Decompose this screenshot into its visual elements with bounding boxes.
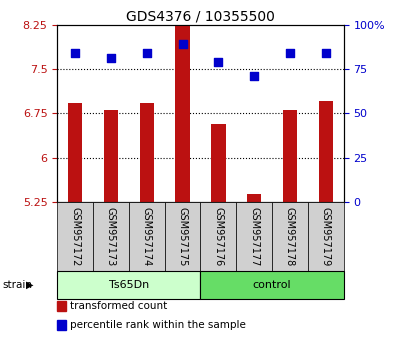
Bar xyxy=(283,110,297,202)
Point xyxy=(251,73,257,79)
Text: GSM957177: GSM957177 xyxy=(249,207,259,267)
Text: percentile rank within the sample: percentile rank within the sample xyxy=(70,320,246,330)
Bar xyxy=(165,202,201,271)
Text: GSM957179: GSM957179 xyxy=(321,207,331,267)
Bar xyxy=(211,124,226,202)
Bar xyxy=(68,103,82,202)
Bar xyxy=(272,202,308,271)
Text: transformed count: transformed count xyxy=(70,301,167,311)
Text: control: control xyxy=(253,280,292,290)
Text: Ts65Dn: Ts65Dn xyxy=(109,280,149,290)
Point xyxy=(108,56,114,61)
Bar xyxy=(247,194,261,202)
Text: GSM957175: GSM957175 xyxy=(178,207,188,267)
Point xyxy=(144,50,150,56)
Bar xyxy=(139,103,154,202)
Point xyxy=(179,41,186,47)
Point xyxy=(287,50,293,56)
Text: GSM957176: GSM957176 xyxy=(213,207,223,267)
Text: GSM957172: GSM957172 xyxy=(70,207,80,267)
Bar xyxy=(57,271,201,299)
Text: ▶: ▶ xyxy=(26,280,33,290)
Bar xyxy=(201,202,236,271)
Bar xyxy=(319,102,333,202)
Bar xyxy=(175,18,190,202)
Bar xyxy=(93,202,129,271)
Point xyxy=(72,50,78,56)
Bar xyxy=(236,202,272,271)
Bar xyxy=(57,202,93,271)
Bar xyxy=(104,110,118,202)
Bar xyxy=(129,202,165,271)
Point xyxy=(323,50,329,56)
Text: strain: strain xyxy=(2,280,32,290)
Bar xyxy=(308,202,344,271)
Bar xyxy=(201,271,344,299)
Text: GSM957178: GSM957178 xyxy=(285,207,295,267)
Text: GSM957174: GSM957174 xyxy=(142,207,152,267)
Title: GDS4376 / 10355500: GDS4376 / 10355500 xyxy=(126,10,275,24)
Point xyxy=(215,59,222,65)
Text: GSM957173: GSM957173 xyxy=(106,207,116,267)
